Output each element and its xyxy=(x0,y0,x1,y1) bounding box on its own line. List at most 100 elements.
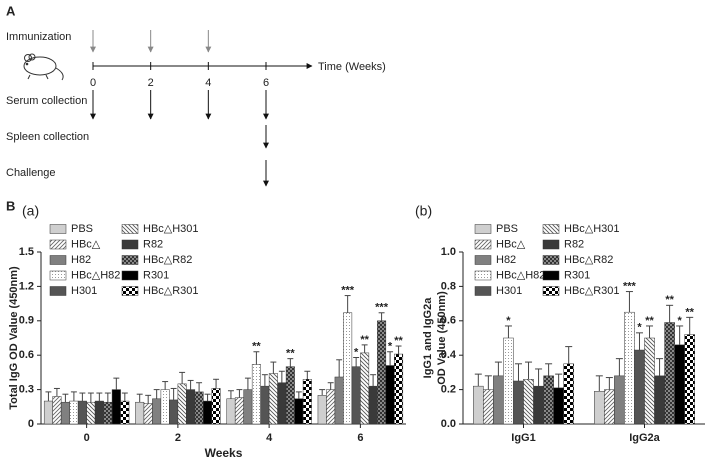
bar xyxy=(483,389,494,425)
legend-swatch xyxy=(49,224,67,234)
legend-label: R82 xyxy=(564,238,584,250)
error-bar xyxy=(378,312,385,321)
error-bar xyxy=(121,392,128,402)
legend-label: H82 xyxy=(496,254,516,266)
time-axis-label: Time (Weeks) xyxy=(318,61,386,73)
error-bar xyxy=(353,356,360,367)
error-bar xyxy=(484,375,492,390)
error-bar xyxy=(136,393,143,403)
bar xyxy=(614,375,625,425)
bar xyxy=(473,385,484,425)
legend-label: PBS xyxy=(496,223,518,235)
bar xyxy=(634,349,645,425)
legend-swatch xyxy=(474,239,492,250)
error-bar xyxy=(304,370,311,380)
error-bar xyxy=(666,304,674,323)
bar xyxy=(152,398,162,425)
legend-swatch xyxy=(474,270,492,281)
error-bar xyxy=(595,375,603,392)
error-bar xyxy=(62,393,69,403)
legend-swatch xyxy=(474,224,492,234)
error-bar xyxy=(213,378,220,389)
significance: ** xyxy=(286,348,295,360)
error-bar xyxy=(87,392,94,403)
error-bar xyxy=(504,325,512,338)
bar xyxy=(394,353,404,425)
y-tick-label: 0.6 xyxy=(19,349,34,361)
error-bar xyxy=(236,389,243,398)
error-bar xyxy=(319,389,326,396)
x-tick-label: IgG2a xyxy=(629,432,660,444)
y-axis-label: Total IgG OD Value (450nm) xyxy=(8,266,20,410)
error-bar xyxy=(170,387,177,400)
y-tick-label: 1.2 xyxy=(19,280,34,292)
y-tick-label: 0.9 xyxy=(19,315,34,327)
error-bar xyxy=(635,332,643,351)
legend-label: PBS xyxy=(71,223,93,235)
error-bar xyxy=(104,392,111,403)
legend-swatch xyxy=(121,239,139,250)
bar xyxy=(644,337,655,425)
y-tick-label: 1.5 xyxy=(19,246,34,258)
mouse-icon xyxy=(23,53,64,81)
error-bar xyxy=(179,371,186,384)
x-tick-label: IgG1 xyxy=(511,432,535,444)
bar xyxy=(684,334,695,425)
error-bar xyxy=(646,325,654,338)
legend-label: R301 xyxy=(143,269,169,281)
legend-swatch xyxy=(121,286,139,296)
error-bar xyxy=(605,377,613,390)
error-bar xyxy=(555,373,563,388)
y-tick-label: 0.0 xyxy=(441,418,456,430)
bar xyxy=(260,385,270,425)
bar xyxy=(169,399,179,425)
x-tick-label: 2 xyxy=(175,432,181,444)
time-tick-label: 0 xyxy=(90,77,96,89)
bar xyxy=(77,400,87,425)
legend-swatch xyxy=(474,286,492,296)
bar xyxy=(594,391,605,425)
legend-label: H301 xyxy=(71,285,97,297)
panel-label: B xyxy=(6,198,15,213)
legend-swatch xyxy=(121,270,139,281)
x-tick-label: 4 xyxy=(266,432,273,444)
significance: * xyxy=(388,341,393,353)
legend-label: HBc△R301 xyxy=(564,285,620,297)
bar xyxy=(624,311,635,425)
error-bar xyxy=(565,346,573,364)
bar xyxy=(203,400,213,425)
bar xyxy=(234,397,244,425)
event-label: Spleen collection xyxy=(6,131,89,143)
bar xyxy=(103,401,113,425)
bar xyxy=(503,337,514,425)
significance: * xyxy=(678,315,683,327)
legend-swatch xyxy=(542,286,560,296)
error-bar xyxy=(395,345,402,355)
panel-title: (b) xyxy=(415,203,432,219)
y-tick-label: 0 xyxy=(28,418,34,430)
time-tick-label: 4 xyxy=(205,77,211,89)
bar xyxy=(326,389,336,425)
legend-swatch xyxy=(49,239,67,250)
error-bar xyxy=(270,361,277,374)
bar xyxy=(654,375,665,425)
y-axis-label: OD Value (450nm) xyxy=(436,291,448,385)
error-bar xyxy=(196,382,203,392)
bar xyxy=(664,322,675,425)
bar xyxy=(553,387,564,425)
significance: * xyxy=(637,322,642,334)
y-tick-label: 1.0 xyxy=(441,246,456,258)
legend-swatch xyxy=(542,239,560,250)
error-bar xyxy=(615,358,623,376)
bar xyxy=(52,396,62,425)
y-tick-label: 0.8 xyxy=(441,280,456,292)
y-axis-label: IgG1 and IgG2a xyxy=(422,297,434,379)
legend-swatch xyxy=(542,270,560,281)
error-bar xyxy=(387,351,394,366)
significance: ** xyxy=(360,334,369,346)
bar xyxy=(277,382,287,425)
error-bar xyxy=(153,389,160,399)
bar xyxy=(94,400,104,425)
error-bar xyxy=(474,373,482,387)
